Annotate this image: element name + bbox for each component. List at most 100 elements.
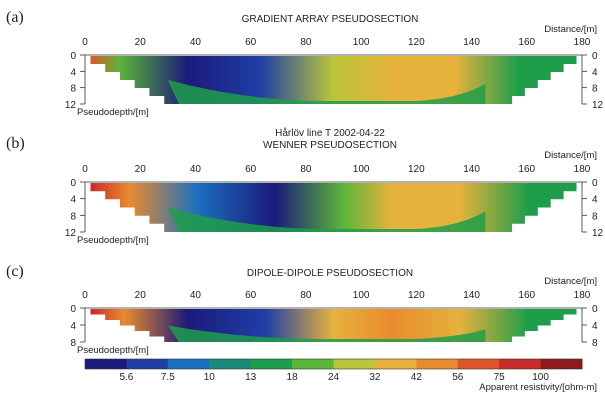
y-tick-label-left: 8 bbox=[70, 338, 76, 349]
y-tick-label-right: 12 bbox=[592, 100, 604, 111]
y-tick-label-left: 12 bbox=[65, 228, 77, 239]
panel-title: DIPOLE-DIPOLE PSEUDOSECTION bbox=[247, 268, 413, 279]
colorbar-swatch bbox=[374, 359, 417, 369]
y-axis-label: Pseudodepth/[m] bbox=[77, 107, 149, 118]
y-tick-label-left: 0 bbox=[70, 51, 76, 62]
colorbar-tick-label: 75 bbox=[494, 372, 506, 383]
x-tick-label: 120 bbox=[408, 164, 425, 175]
x-tick-label: 80 bbox=[300, 290, 312, 301]
x-tick-label: 20 bbox=[135, 37, 147, 48]
colorbar-tick-label: 42 bbox=[411, 372, 423, 383]
x-tick-label: 140 bbox=[463, 164, 480, 175]
y-tick-label-right: 8 bbox=[592, 84, 598, 95]
y-tick-label-left: 0 bbox=[70, 304, 76, 315]
colorbar-tick-label: 18 bbox=[287, 372, 299, 383]
colorbar-tick-label: 10 bbox=[204, 372, 216, 383]
y-tick-label-left: 0 bbox=[70, 178, 76, 189]
y-tick-label-left: 4 bbox=[70, 321, 76, 332]
colorbar-swatch bbox=[126, 359, 169, 369]
x-tick-label: 140 bbox=[463, 37, 480, 48]
panel-a: (a) GRADIENT ARRAY PSEUDOSECTION Distance/… bbox=[6, 9, 604, 118]
colorbar-swatch bbox=[333, 359, 376, 369]
y-tick-label-right: 12 bbox=[592, 228, 604, 239]
panel-title: WENNER PSEUDOSECTION bbox=[263, 140, 397, 151]
pseudosection-fill bbox=[90, 309, 577, 342]
colorbar-tick-label: 5.6 bbox=[119, 372, 133, 383]
y-tick-label-right: 0 bbox=[592, 304, 598, 315]
y-tick-label-right: 4 bbox=[592, 67, 598, 78]
colorbar-tick-label: 24 bbox=[328, 372, 340, 383]
colorbar-tick-label: 100 bbox=[532, 372, 549, 383]
x-tick-label: 60 bbox=[245, 164, 257, 175]
colorbar-swatch bbox=[499, 359, 542, 369]
panel-letter: (a) bbox=[6, 9, 24, 26]
colorbar-swatch bbox=[209, 359, 252, 369]
x-tick-label: 120 bbox=[408, 37, 425, 48]
x-tick-label: 100 bbox=[353, 37, 370, 48]
x-tick-label: 180 bbox=[574, 290, 591, 301]
deep-conductive-zone bbox=[167, 207, 486, 232]
y-tick-label-right: 0 bbox=[592, 51, 598, 62]
x-tick-label: 60 bbox=[245, 37, 257, 48]
deep-conductive-zone bbox=[167, 325, 486, 342]
panel-letter: (c) bbox=[6, 263, 24, 280]
x-tick-label: 20 bbox=[135, 164, 147, 175]
deep-conductive-zone bbox=[167, 80, 486, 104]
colorbar-tick-label: 56 bbox=[452, 372, 464, 383]
x-tick-label: 40 bbox=[190, 164, 202, 175]
x-tick-label: 0 bbox=[82, 37, 88, 48]
x-tick-label: 160 bbox=[518, 290, 535, 301]
y-tick-label-left: 8 bbox=[70, 211, 76, 222]
colorbar-frame bbox=[84, 358, 583, 370]
colorbar-swatch bbox=[416, 359, 459, 369]
panel-title: Hårlöv line T 2002-04-22 bbox=[275, 127, 385, 139]
y-tick-label-right: 8 bbox=[592, 338, 598, 349]
y-axis-label: Pseudodepth/[m] bbox=[77, 345, 149, 356]
colorbar-swatch bbox=[167, 359, 210, 369]
pseudosection-fill bbox=[90, 183, 577, 232]
y-tick-label-right: 0 bbox=[592, 178, 598, 189]
panel-title: GRADIENT ARRAY PSEUDOSECTION bbox=[242, 14, 419, 25]
panel-c: (c) DIPOLE-DIPOLE PSEUDOSECTION Distance/[… bbox=[6, 263, 598, 356]
y-tick-label-right: 4 bbox=[592, 321, 598, 332]
colorbar-label: Apparent resistivity/[ohm-m] bbox=[479, 382, 597, 393]
pseudosection-fill bbox=[90, 56, 577, 104]
x-tick-label: 140 bbox=[463, 290, 480, 301]
x-tick-label: 20 bbox=[135, 290, 147, 301]
x-tick-label: 80 bbox=[300, 164, 312, 175]
y-tick-label-right: 4 bbox=[592, 195, 598, 206]
x-tick-label: 160 bbox=[518, 37, 535, 48]
y-axis-label: Pseudodepth/[m] bbox=[77, 235, 149, 246]
y-tick-label-left: 4 bbox=[70, 195, 76, 206]
x-tick-label: 100 bbox=[353, 164, 370, 175]
x-axis-label: Distance/[m] bbox=[544, 276, 597, 287]
x-tick-label: 180 bbox=[574, 37, 591, 48]
y-tick-label-left: 12 bbox=[65, 100, 77, 111]
colorbar-tick-label: 13 bbox=[245, 372, 257, 383]
y-tick-label-left: 4 bbox=[70, 67, 76, 78]
panel-letter: (b) bbox=[6, 135, 25, 152]
colorbar-tick-label: 32 bbox=[369, 372, 381, 383]
colorbar-tick-label: 7.5 bbox=[161, 372, 175, 383]
y-tick-label-left: 8 bbox=[70, 84, 76, 95]
x-tick-label: 60 bbox=[245, 290, 257, 301]
x-tick-label: 40 bbox=[190, 37, 202, 48]
colorbar-swatch bbox=[457, 359, 500, 369]
x-tick-label: 80 bbox=[300, 37, 312, 48]
x-tick-label: 120 bbox=[408, 290, 425, 301]
x-tick-label: 160 bbox=[518, 164, 535, 175]
x-tick-label: 40 bbox=[190, 290, 202, 301]
colorbar-swatch bbox=[250, 359, 293, 369]
colorbar-swatch bbox=[540, 359, 583, 369]
y-tick-label-right: 8 bbox=[592, 211, 598, 222]
x-tick-label: 0 bbox=[82, 290, 88, 301]
x-tick-label: 100 bbox=[353, 290, 370, 301]
x-axis-label: Distance/[m] bbox=[544, 150, 597, 161]
x-axis-label: Distance/[m] bbox=[544, 24, 597, 35]
colorbar-swatch bbox=[85, 359, 127, 369]
colorbar-swatch bbox=[292, 359, 334, 369]
x-tick-label: 180 bbox=[574, 164, 591, 175]
